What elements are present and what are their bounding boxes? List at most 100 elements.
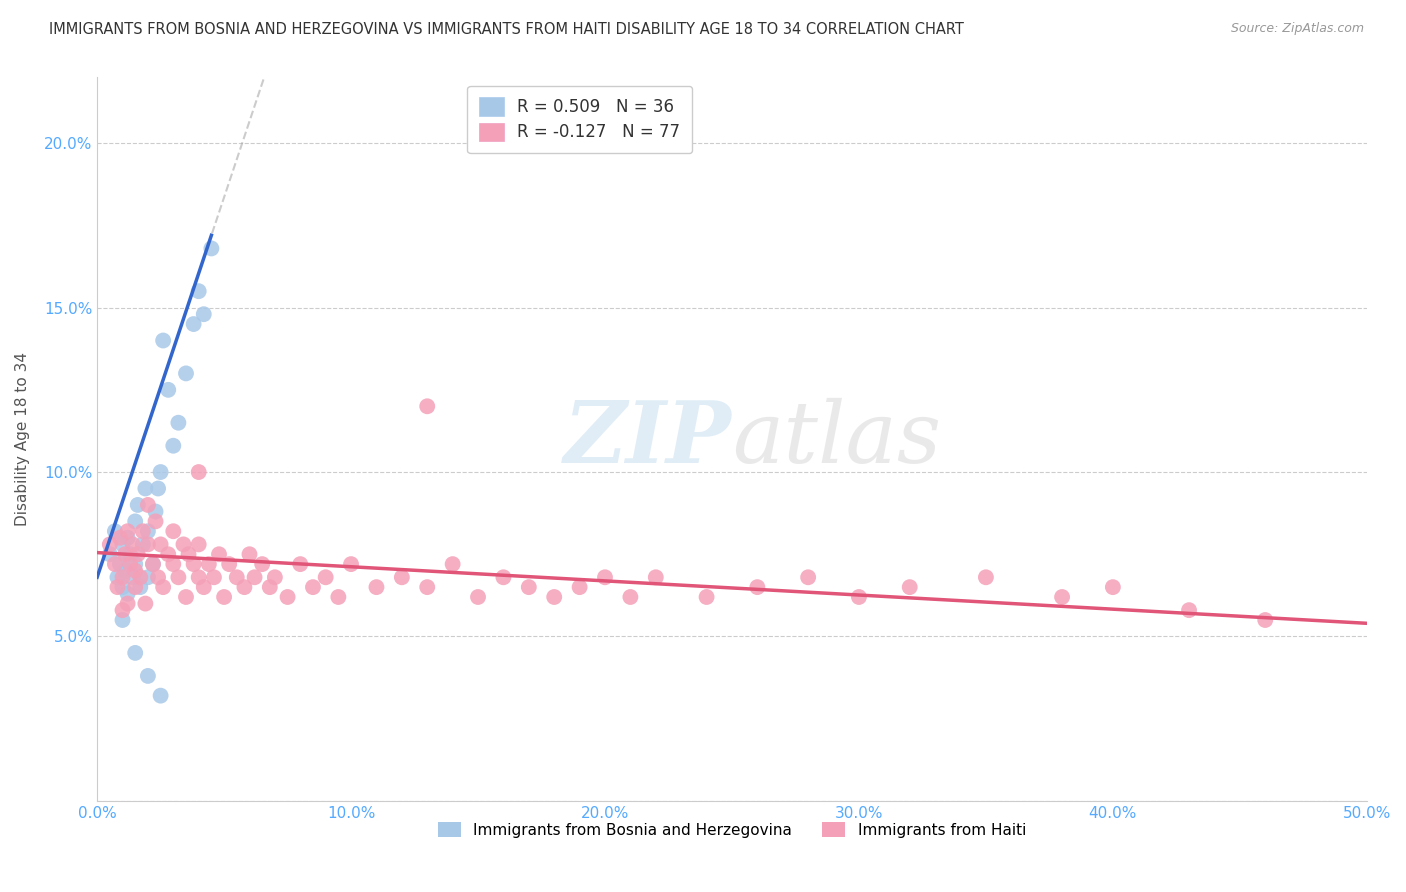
Point	[797, 570, 820, 584]
Point	[108, 531, 131, 545]
Point	[117, 597, 139, 611]
Text: atlas: atlas	[733, 398, 941, 481]
Point	[593, 570, 616, 584]
Point	[124, 580, 146, 594]
Point	[142, 557, 165, 571]
Point	[146, 482, 169, 496]
Point	[302, 580, 325, 594]
Point	[467, 590, 489, 604]
Point	[124, 646, 146, 660]
Point	[250, 557, 273, 571]
Point	[124, 514, 146, 528]
Point	[136, 498, 159, 512]
Point	[129, 570, 152, 584]
Point	[328, 590, 350, 604]
Point	[315, 570, 337, 584]
Point	[111, 580, 134, 594]
Point	[149, 689, 172, 703]
Point	[172, 537, 194, 551]
Point	[212, 590, 235, 604]
Point	[111, 570, 134, 584]
Point	[187, 465, 209, 479]
Point	[111, 603, 134, 617]
Point	[1254, 613, 1277, 627]
Point	[121, 537, 143, 551]
Point	[142, 557, 165, 571]
Point	[104, 524, 127, 539]
Point	[233, 580, 256, 594]
Y-axis label: Disability Age 18 to 34: Disability Age 18 to 34	[15, 352, 30, 526]
Point	[187, 537, 209, 551]
Legend: Immigrants from Bosnia and Herzegovina, Immigrants from Haiti: Immigrants from Bosnia and Herzegovina, …	[432, 815, 1032, 844]
Point	[136, 524, 159, 539]
Point	[134, 597, 156, 611]
Point	[120, 557, 142, 571]
Point	[177, 547, 200, 561]
Point	[848, 590, 870, 604]
Point	[416, 399, 439, 413]
Point	[107, 580, 129, 594]
Text: ZIP: ZIP	[564, 398, 733, 481]
Point	[644, 570, 666, 584]
Point	[174, 590, 197, 604]
Point	[974, 570, 997, 584]
Point	[162, 524, 184, 539]
Point	[149, 537, 172, 551]
Point	[167, 416, 190, 430]
Point	[1050, 590, 1073, 604]
Point	[111, 613, 134, 627]
Point	[183, 317, 205, 331]
Point	[157, 547, 180, 561]
Point	[98, 537, 121, 551]
Point	[120, 547, 142, 561]
Point	[136, 570, 159, 584]
Point	[696, 590, 718, 604]
Point	[259, 580, 281, 594]
Point	[145, 504, 167, 518]
Point	[111, 537, 134, 551]
Point	[157, 383, 180, 397]
Text: Source: ZipAtlas.com: Source: ZipAtlas.com	[1230, 22, 1364, 36]
Point	[492, 570, 515, 584]
Point	[104, 557, 127, 571]
Point	[162, 557, 184, 571]
Point	[202, 570, 225, 584]
Point	[366, 580, 388, 594]
Point	[162, 439, 184, 453]
Point	[340, 557, 363, 571]
Text: IMMIGRANTS FROM BOSNIA AND HERZEGOVINA VS IMMIGRANTS FROM HAITI DISABILITY AGE 1: IMMIGRANTS FROM BOSNIA AND HERZEGOVINA V…	[49, 22, 965, 37]
Point	[193, 307, 215, 321]
Point	[121, 570, 143, 584]
Point	[198, 557, 221, 571]
Point	[132, 524, 155, 539]
Point	[517, 580, 540, 594]
Point	[243, 570, 266, 584]
Point	[174, 367, 197, 381]
Point	[136, 537, 159, 551]
Point	[277, 590, 299, 604]
Point	[152, 334, 174, 348]
Point	[208, 547, 231, 561]
Point	[183, 557, 205, 571]
Point	[114, 564, 136, 578]
Point	[98, 547, 121, 561]
Point	[225, 570, 247, 584]
Point	[136, 669, 159, 683]
Point	[200, 242, 222, 256]
Point	[391, 570, 413, 584]
Point	[568, 580, 591, 594]
Point	[124, 564, 146, 578]
Point	[124, 557, 146, 571]
Point	[187, 570, 209, 584]
Point	[747, 580, 769, 594]
Point	[543, 590, 565, 604]
Point	[107, 570, 129, 584]
Point	[218, 557, 240, 571]
Point	[187, 284, 209, 298]
Point	[238, 547, 260, 561]
Point	[127, 498, 149, 512]
Point	[146, 570, 169, 584]
Point	[441, 557, 464, 571]
Point	[193, 580, 215, 594]
Point	[127, 547, 149, 561]
